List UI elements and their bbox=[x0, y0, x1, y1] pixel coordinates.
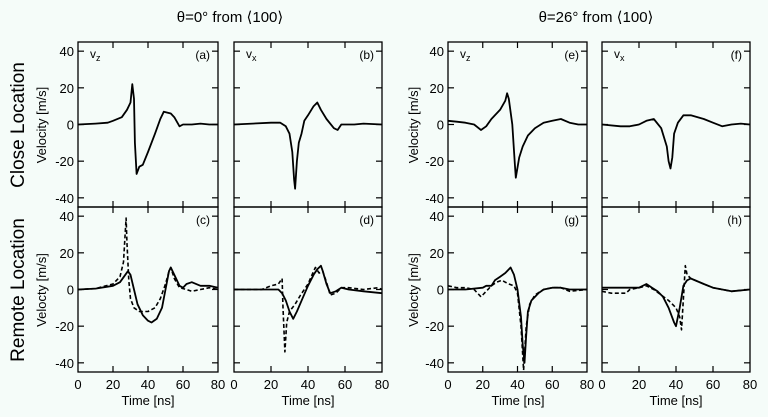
panel-g: 0 20 40 60 80 -40 -20 0 20 40 (g) bbox=[425, 206, 594, 392]
y-tick-label: -20 bbox=[55, 154, 74, 169]
x-tick-label: 0 bbox=[74, 377, 81, 392]
series-dashed-line bbox=[447, 279, 588, 371]
panel-label: (a) bbox=[195, 48, 210, 62]
x-tick-label: 20 bbox=[106, 377, 120, 392]
y-tick-label: 0 bbox=[437, 283, 444, 298]
row-label-remote: Remote Location bbox=[8, 218, 29, 362]
x-tick-label: 80 bbox=[211, 377, 225, 392]
series-dashed-line bbox=[234, 266, 383, 353]
panel-h: 0 20 40 60 80 (h) bbox=[598, 206, 757, 392]
y-tick-label: 20 bbox=[60, 81, 74, 96]
series-solid-line bbox=[233, 101, 383, 190]
title-right: θ=26° from ⟨100⟩ bbox=[539, 9, 654, 26]
x-label-h: Time [ns] bbox=[650, 393, 703, 408]
y-tick-label: -40 bbox=[425, 356, 444, 371]
series-solid-line bbox=[601, 114, 751, 170]
y-label-remote-right: Velocty [m/s] bbox=[406, 253, 421, 327]
x-label-c: Time [ns] bbox=[122, 393, 175, 408]
x-tick-label: 80 bbox=[743, 377, 757, 392]
panels: -40 -20 0 20 40 (a) vz (b) vx 0 20 40 60 80 -40 -20 0 20 4… bbox=[55, 41, 757, 392]
y-tick-label: -20 bbox=[425, 319, 444, 334]
x-tick-label: 60 bbox=[545, 377, 559, 392]
x-tick-label: 40 bbox=[141, 377, 155, 392]
x-label-g: Time [ns] bbox=[492, 393, 545, 408]
y-tick-label: -20 bbox=[55, 319, 74, 334]
y-label-remote-left: Velocty [m/s] bbox=[34, 253, 49, 327]
series-solid-line bbox=[448, 266, 587, 364]
x-tick-label: 40 bbox=[301, 377, 315, 392]
row-label-close: Close Location bbox=[8, 62, 29, 188]
panel-f: (f) vx bbox=[601, 41, 751, 208]
panel-frame bbox=[601, 206, 751, 373]
panel-e: -40 -20 0 20 40 (e) vz bbox=[425, 41, 588, 208]
y-label-close-right: Velocity [m/s] bbox=[406, 87, 421, 164]
x-tick-label: 20 bbox=[476, 377, 490, 392]
panel-c: 0 20 40 60 80 -40 -20 0 20 40 (c) bbox=[55, 206, 225, 392]
series-dashed-line bbox=[77, 217, 219, 313]
component-label: vz bbox=[460, 47, 471, 63]
x-tick-label: 80 bbox=[580, 377, 594, 392]
component-label: vz bbox=[90, 47, 101, 63]
y-tick-label: 20 bbox=[60, 246, 74, 261]
x-tick-label: 80 bbox=[375, 377, 389, 392]
x-tick-label: 0 bbox=[598, 377, 605, 392]
y-tick-label: 40 bbox=[60, 209, 74, 224]
series-solid-line bbox=[447, 92, 587, 179]
x-label-d: Time [ns] bbox=[282, 393, 335, 408]
component-label: vx bbox=[614, 47, 625, 63]
x-tick-label: 40 bbox=[669, 377, 683, 392]
x-tick-label: 60 bbox=[338, 377, 352, 392]
component-label: vx bbox=[246, 47, 257, 63]
y-tick-label: 40 bbox=[430, 209, 444, 224]
series-solid-line bbox=[234, 264, 383, 320]
series-solid-line bbox=[602, 277, 751, 328]
y-label-close-left: Velocity [m/s] bbox=[34, 87, 49, 164]
x-tick-label: 0 bbox=[444, 377, 451, 392]
y-tick-label: 0 bbox=[437, 118, 444, 133]
panel-d: 0 20 40 60 80 (d) bbox=[230, 206, 389, 392]
panel-b: (b) vx bbox=[233, 41, 383, 208]
panel-label: (e) bbox=[564, 48, 579, 62]
x-tick-label: 40 bbox=[510, 377, 524, 392]
title-left: θ=0° from ⟨100⟩ bbox=[177, 9, 284, 26]
y-tick-label: 40 bbox=[60, 44, 74, 59]
y-tick-label: 0 bbox=[67, 118, 74, 133]
panel-label: (d) bbox=[359, 213, 374, 227]
y-tick-label: -20 bbox=[425, 154, 444, 169]
panel-label: (c) bbox=[196, 213, 210, 227]
panel-frame bbox=[447, 41, 588, 208]
y-tick-label: 40 bbox=[430, 44, 444, 59]
x-tick-label: 0 bbox=[230, 377, 237, 392]
panel-a: -40 -20 0 20 40 (a) vz bbox=[55, 41, 219, 208]
panel-label: (g) bbox=[564, 213, 579, 227]
y-tick-label: 20 bbox=[430, 81, 444, 96]
x-tick-label: 60 bbox=[706, 377, 720, 392]
y-tick-label: -40 bbox=[425, 191, 444, 206]
panel-label: (h) bbox=[727, 213, 742, 227]
panel-label: (f) bbox=[731, 48, 742, 62]
x-tick-label: 20 bbox=[264, 377, 278, 392]
y-tick-label: -40 bbox=[55, 191, 74, 206]
series-dashed-line bbox=[601, 264, 751, 331]
series-solid-line bbox=[77, 266, 219, 324]
x-tick-label: 60 bbox=[176, 377, 190, 392]
series-solid-line bbox=[77, 83, 218, 175]
panel-label: (b) bbox=[359, 48, 374, 62]
x-tick-label: 20 bbox=[632, 377, 646, 392]
y-tick-label: 20 bbox=[430, 246, 444, 261]
y-tick-label: 0 bbox=[67, 283, 74, 298]
y-tick-label: -40 bbox=[55, 356, 74, 371]
